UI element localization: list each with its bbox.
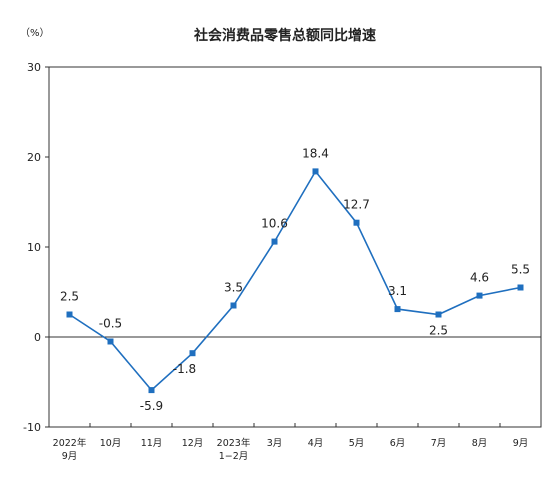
- data-label: 10.6: [261, 217, 288, 231]
- y-tick-label: 10: [27, 241, 41, 254]
- data-point: [230, 302, 237, 309]
- data-point: [66, 311, 73, 318]
- data-label: 12.7: [343, 198, 370, 212]
- data-label: 2.5: [60, 290, 79, 304]
- x-tick-label: 2023年: [217, 437, 251, 449]
- data-label: 18.4: [302, 146, 329, 160]
- x-tick-label: 11月: [141, 438, 163, 449]
- y-tick-label: 0: [34, 331, 41, 344]
- data-point: [394, 306, 401, 313]
- x-tick-label: 12月: [182, 438, 204, 449]
- y-unit-label: （%）: [20, 27, 50, 39]
- x-tick-label: 4月: [308, 438, 324, 449]
- plot-frame: [48, 66, 542, 428]
- data-point: [271, 238, 278, 245]
- data-label: 2.5: [429, 324, 448, 338]
- x-tick-label: 10月: [100, 438, 122, 449]
- series-line: [69, 169, 521, 392]
- x-tick-label: 9月: [513, 438, 529, 449]
- data-point: [353, 219, 360, 226]
- x-tick-label: 8月: [472, 438, 488, 449]
- data-point: [107, 338, 114, 345]
- y-tick-label: -10: [23, 421, 41, 434]
- x-tick-label: 9月: [62, 451, 78, 462]
- data-point: [148, 387, 155, 394]
- x-axis-ticks: 2022年 9月 10月 11月 12月 2023年 1−2月 3月 4月 5月 6月 7月 8月 9月: [48, 423, 542, 462]
- data-label: 3.5: [224, 281, 243, 295]
- data-label: 3.1: [388, 284, 407, 298]
- x-tick-label: 1−2月: [219, 451, 249, 462]
- data-label: -5.9: [140, 399, 163, 413]
- data-label: 4.6: [470, 271, 489, 285]
- data-label: -1.8: [173, 362, 196, 376]
- y-tick-label: 30: [27, 61, 41, 74]
- data-label: 5.5: [511, 263, 530, 277]
- data-point: [189, 350, 196, 357]
- data-point: [476, 292, 483, 299]
- chart-title: 社会消费品零售总额同比增速: [193, 27, 376, 44]
- x-tick-label: 5月: [349, 438, 365, 449]
- data-point: [435, 311, 442, 318]
- data-label: -0.5: [99, 317, 122, 331]
- x-tick-label: 2022年: [53, 437, 87, 449]
- data-labels: 2.5 -0.5 -5.9 -1.8 3.5 10.6 18.4 12.7 3.1 2.5 4.6 5…: [60, 146, 530, 413]
- data-point: [312, 168, 319, 175]
- data-markers: [66, 168, 524, 394]
- x-tick-label: 7月: [431, 438, 447, 449]
- y-axis-ticks: -10 0 10 20 30: [23, 61, 49, 434]
- x-tick-label: 6月: [390, 438, 406, 449]
- data-point: [517, 284, 524, 291]
- y-tick-label: 20: [27, 151, 41, 164]
- x-tick-label: 3月: [267, 438, 283, 449]
